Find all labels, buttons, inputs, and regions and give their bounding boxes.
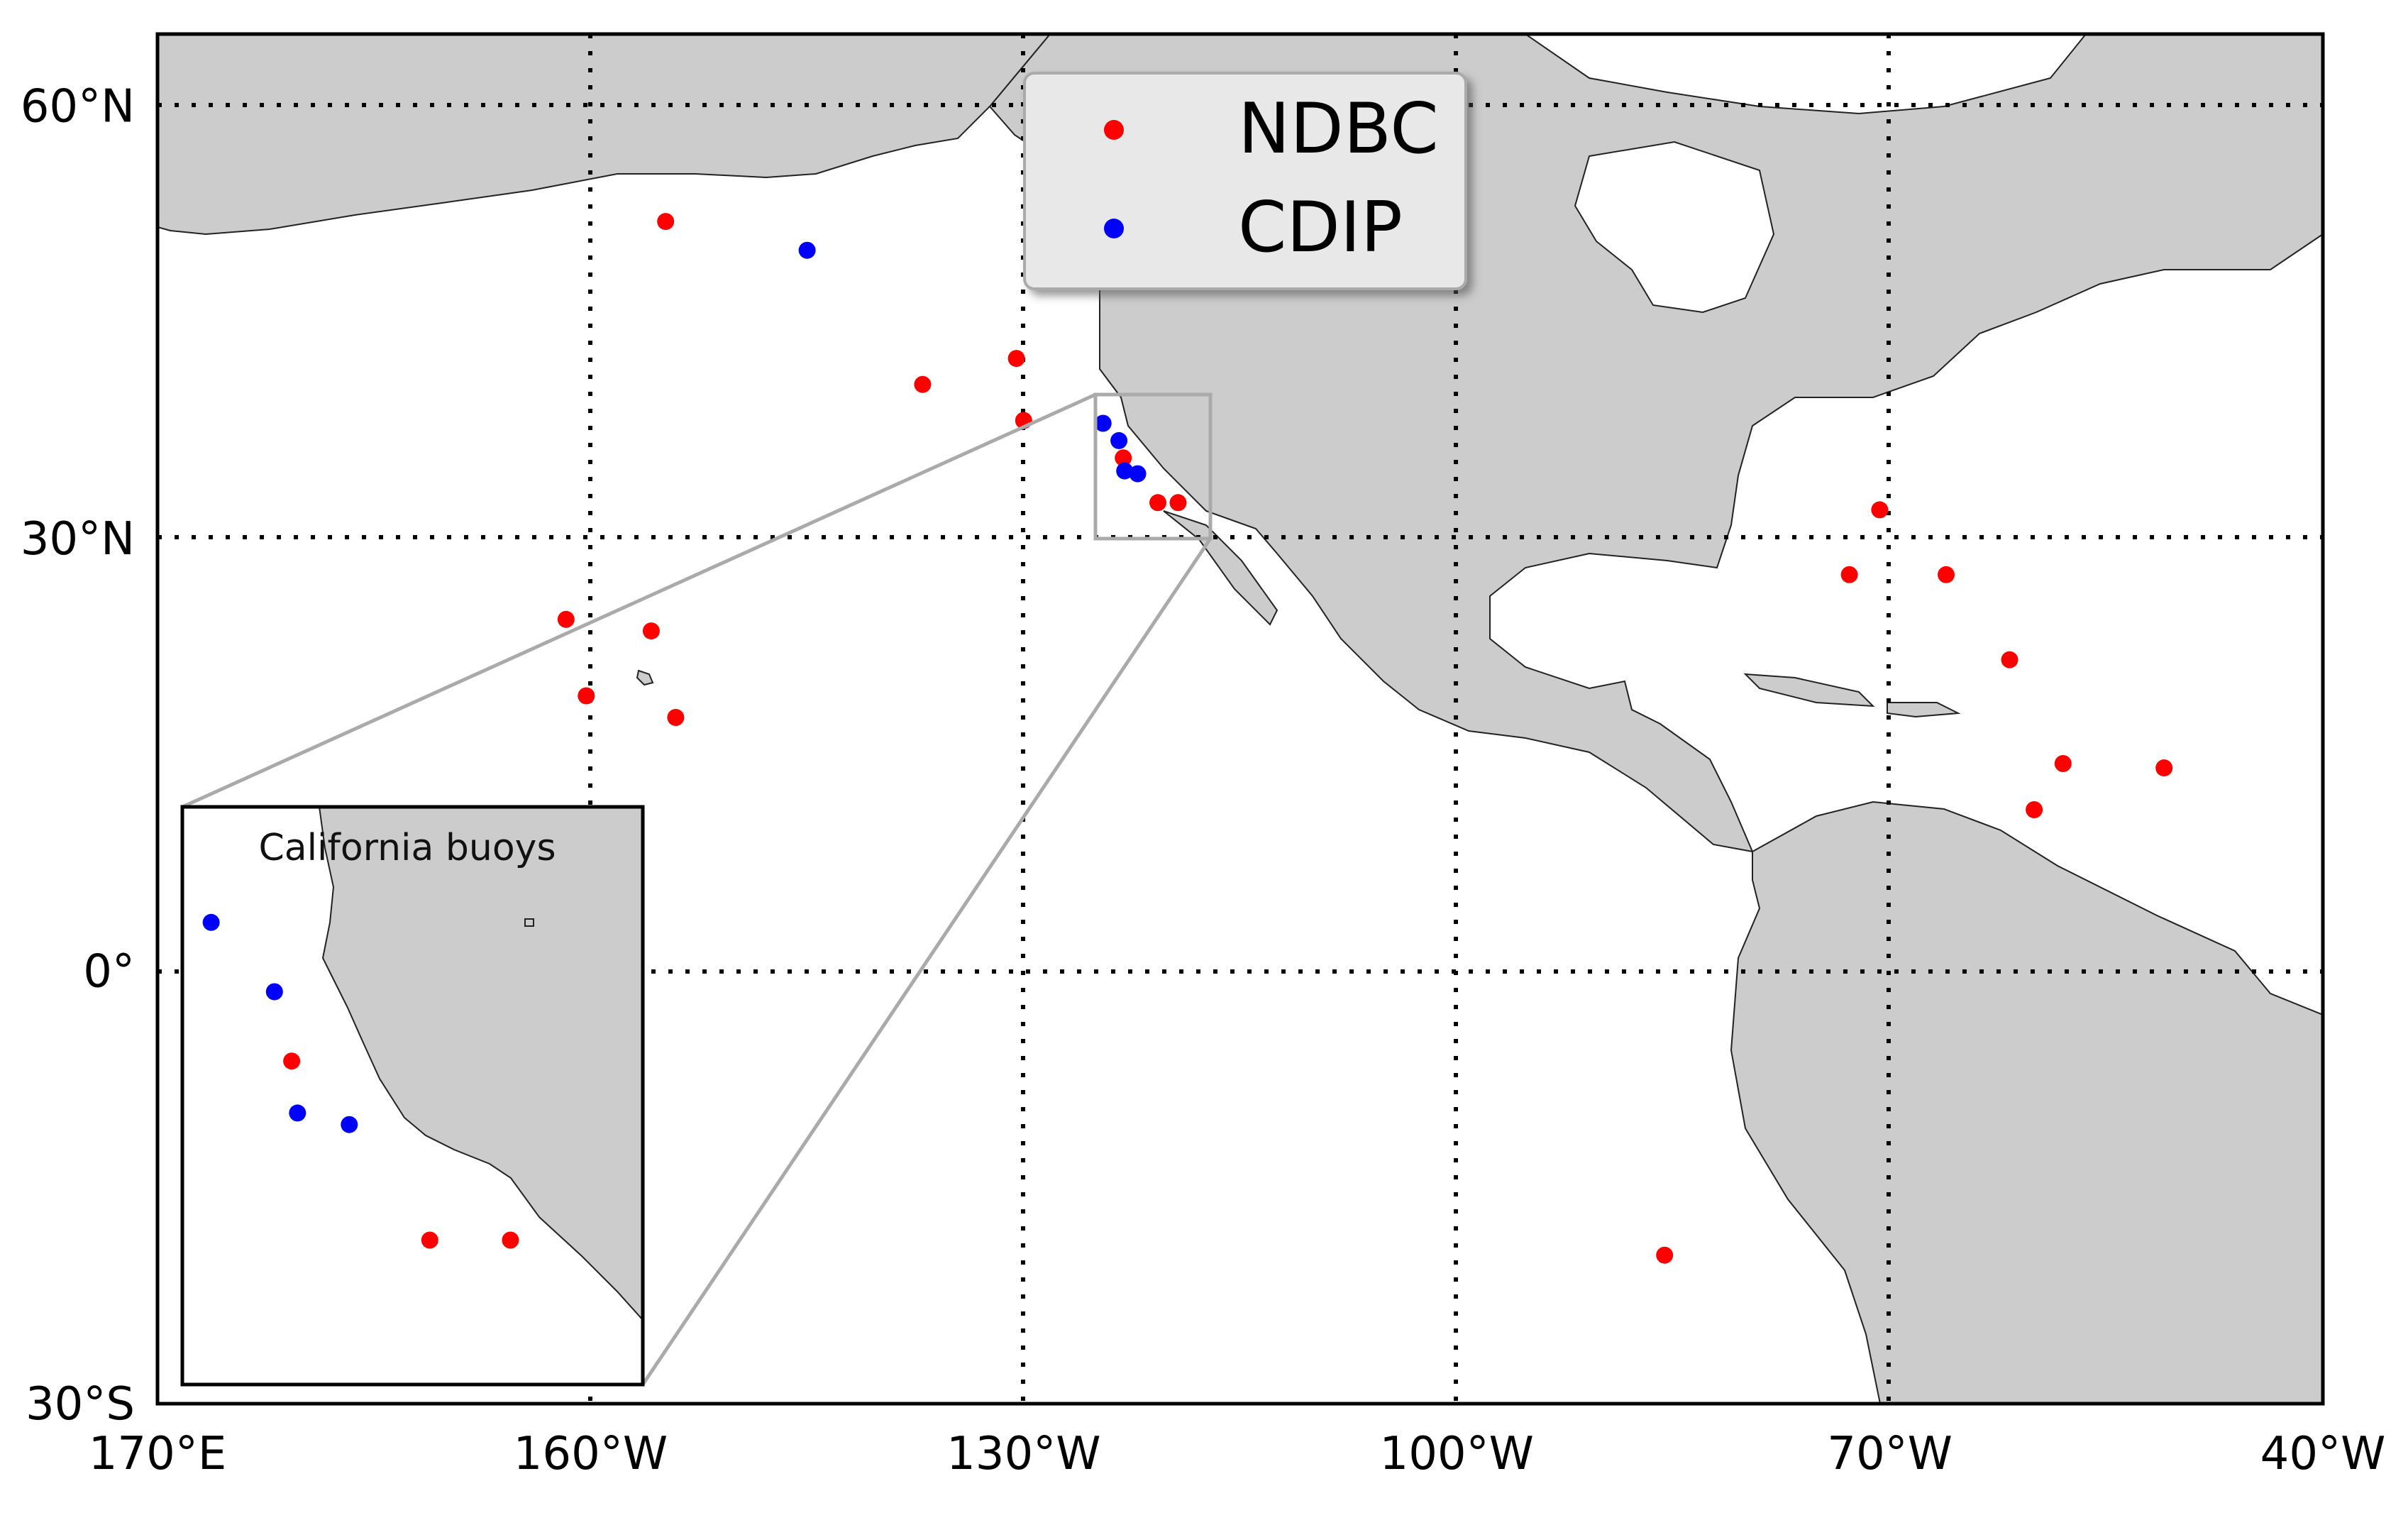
inset-source-box: [1093, 392, 1213, 541]
inset-buoy-ndbc-8: [283, 1052, 301, 1070]
buoy-cdip-2: [1110, 431, 1128, 449]
x-tick-label-4: 70°W: [1827, 1428, 1953, 1480]
inset-buoy-cdip-4: [341, 1116, 358, 1133]
inset-title: California buoys: [258, 827, 556, 869]
inset-buoy-markers: [202, 913, 519, 1249]
x-tick-label-3: 100°W: [1379, 1428, 1533, 1480]
y-tick-label-2: 0°: [83, 946, 135, 998]
buoy-ndbc-15: [2026, 801, 2043, 818]
inset-land-california: [318, 807, 643, 1321]
inset-buoy-cdip-2: [265, 983, 283, 1001]
inset-buoy-ndbc-10: [502, 1231, 519, 1249]
land-hawaii: [636, 669, 654, 686]
y-tick-label-0: 60°N: [21, 81, 135, 133]
buoy-ndbc-11: [1871, 501, 1889, 519]
buoy-cdip-1: [1094, 414, 1112, 432]
inset-buoy-cdip-3: [289, 1104, 306, 1122]
y-tick-label-1: 30°N: [21, 513, 135, 566]
x-tick-label-2: 130°W: [946, 1428, 1100, 1480]
buoy-ndbc-9: [1149, 494, 1166, 512]
land-hudson-bay: [1574, 141, 1775, 314]
buoy-ndbc-0: [657, 213, 675, 231]
legend-label-cdip: CDIP: [1238, 187, 1403, 268]
legend-marker-ndbc: [1104, 120, 1124, 140]
legend-marker-cdip: [1104, 219, 1124, 238]
buoy-cdip-3: [1116, 462, 1134, 480]
legend-label-ndbc: NDBC: [1238, 89, 1439, 170]
buoy-ndbc-1: [914, 375, 932, 393]
inset-buoy-ndbc-9: [421, 1231, 438, 1249]
map-frame: [155, 32, 2325, 1406]
buoy-ndbc-7: [667, 709, 685, 726]
buoy-ndbc-17: [2155, 759, 2173, 777]
land-hispaniola: [1887, 702, 1961, 718]
buoy-ndbc-6: [578, 687, 595, 705]
buoy-cdip-0: [798, 241, 816, 259]
inset-map: California buoys: [180, 805, 645, 1387]
zoom-connector-bottom: [641, 537, 1213, 1386]
buoy-ndbc-13: [1938, 566, 1955, 583]
buoy-markers: [557, 213, 2173, 1264]
land-greenland: [1524, 34, 2087, 115]
land-south-america: [1730, 800, 2323, 1404]
buoy-ndbc-8: [1115, 449, 1132, 467]
inset-buoy-cdip-1: [202, 913, 220, 931]
buoy-cdip-4: [1129, 465, 1147, 483]
inset-frame: [180, 805, 645, 1387]
x-tick-label-0: 170°E: [89, 1428, 227, 1480]
x-tick-label-5: 40°W: [2260, 1428, 2386, 1480]
buoy-ndbc-5: [642, 622, 660, 640]
buoy-ndbc-18: [1656, 1246, 1674, 1264]
x-tick-label-1: 160°W: [514, 1428, 668, 1480]
land-alaska: [158, 34, 1051, 236]
legend-box: [1023, 72, 1467, 290]
inset-island-1: [524, 918, 534, 927]
buoy-ndbc-10: [1169, 494, 1187, 512]
axis-tick-labels: 170°E 160°W 130°W 100°W 70°W 40°W 60°N 30°N 0° 30…: [21, 81, 2386, 1480]
buoy-ndbc-14: [2001, 651, 2018, 668]
y-tick-label-3: 30°S: [26, 1378, 135, 1431]
buoy-ndbc-12: [1840, 566, 1858, 583]
zoom-connector-top: [181, 392, 1097, 809]
buoy-ndbc-4: [557, 610, 575, 628]
land-cuba: [1743, 673, 1875, 708]
legend: NDBC CDIP: [1023, 72, 1467, 290]
buoy-ndbc-2: [1007, 350, 1025, 368]
buoy-ndbc-16: [2054, 755, 2072, 772]
